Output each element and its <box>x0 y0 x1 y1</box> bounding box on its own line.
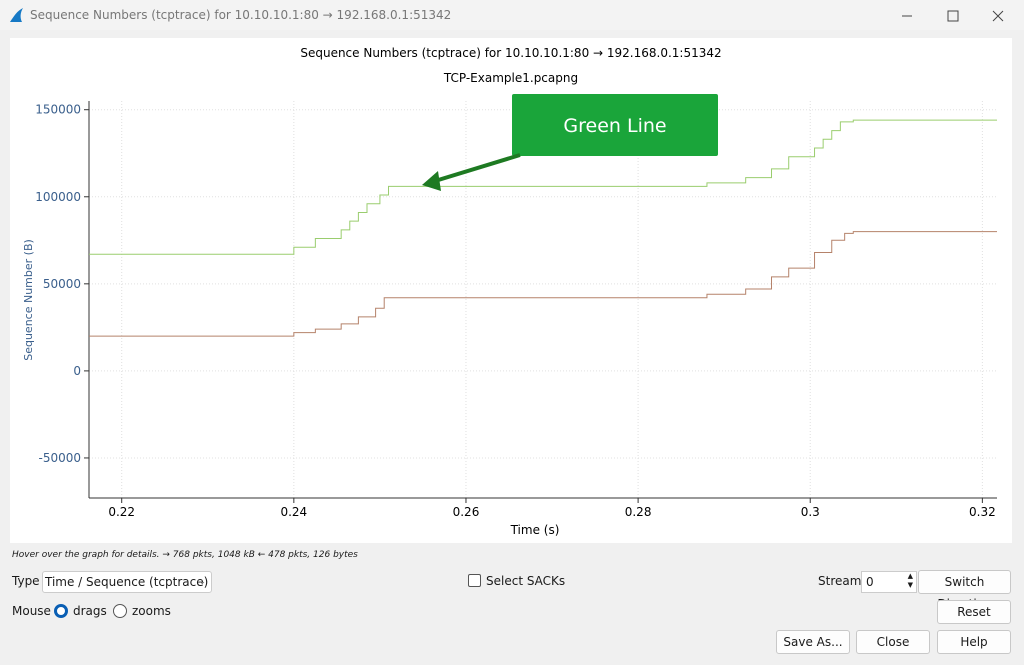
x-tick-label: 0.22 <box>108 505 135 519</box>
annotation-arrow <box>434 153 521 183</box>
y-tick-label: 0 <box>73 364 81 378</box>
window-title: Sequence Numbers (tcptrace) for 10.10.10… <box>30 8 452 22</box>
zooms-radio[interactable] <box>113 604 127 618</box>
x-tick-label: 0.32 <box>969 505 996 519</box>
sacks-checkbox[interactable] <box>468 574 481 587</box>
save-as-button[interactable]: Save As... <box>776 630 850 654</box>
drags-label: drags <box>73 604 107 618</box>
stream-value: 0 <box>866 575 874 589</box>
stream-label: Stream <box>818 574 862 588</box>
annotation-box <box>512 94 718 156</box>
x-axis-label: Time (s) <box>510 523 560 537</box>
series-line <box>89 231 997 337</box>
help-button[interactable]: Help <box>937 630 1011 654</box>
chart: Sequence Numbers (tcptrace) for 10.10.10… <box>10 38 1012 543</box>
chart-subtitle: TCP-Example1.pcapng <box>443 71 578 85</box>
x-tick-label: 0.24 <box>280 505 307 519</box>
drags-radio[interactable] <box>54 604 68 618</box>
y-tick-label: 50000 <box>43 277 81 291</box>
app-icon <box>10 8 23 22</box>
title-bar: Sequence Numbers (tcptrace) for 10.10.10… <box>0 0 1024 30</box>
chart-background <box>10 38 1012 543</box>
reset-button[interactable]: Reset <box>937 600 1011 624</box>
switch-direction-button[interactable]: Switch Direction <box>918 570 1011 611</box>
x-tick-label: 0.26 <box>453 505 480 519</box>
y-tick-label: 100000 <box>35 190 81 204</box>
window-controls[interactable] <box>900 8 1010 24</box>
series-line <box>89 119 997 255</box>
type-select[interactable]: Time / Sequence (tcptrace) ⌄ <box>42 571 212 593</box>
y-tick-label: 150000 <box>35 103 81 117</box>
sacks-label: Select SACKs <box>486 574 566 588</box>
x-tick-label: 0.28 <box>625 505 652 519</box>
zooms-label: zooms <box>132 604 171 618</box>
x-tick-label: 0.3 <box>801 505 820 519</box>
mouse-label: Mouse <box>12 604 51 618</box>
hint: Hover over the graph for details. → 768 … <box>12 550 358 560</box>
type-label: Type <box>12 574 40 588</box>
type-value: Time / Sequence (tcptrace) <box>45 575 209 589</box>
stream-spinbox[interactable]: 0 ▲ ▼ <box>861 571 917 593</box>
y-axis-label: Sequence Number (B) <box>22 239 35 361</box>
annotation: Green Line <box>563 115 666 137</box>
chart-title: Sequence Numbers (tcptrace) for 10.10.10… <box>300 46 721 60</box>
annotation-arrowhead <box>422 171 441 191</box>
y-tick-label: -50000 <box>38 451 81 465</box>
close-button[interactable]: Close <box>856 630 930 654</box>
